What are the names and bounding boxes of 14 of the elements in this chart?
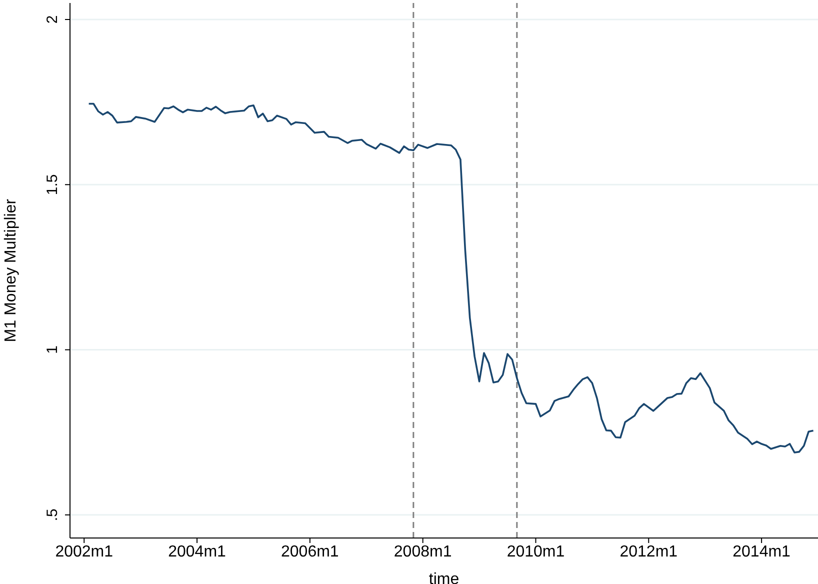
line-series bbox=[88, 102, 814, 454]
x-tick-label: 2008m1 bbox=[394, 543, 452, 560]
x-tick-label: 2010m1 bbox=[506, 543, 565, 560]
y-tick-label: 2 bbox=[44, 15, 61, 24]
y-tick-label: 1 bbox=[44, 346, 61, 354]
x-tick-label: 2006m1 bbox=[281, 543, 339, 560]
y-axis-title: M1 Money Multiplier bbox=[2, 198, 20, 342]
x-tick-label: 2002m1 bbox=[55, 543, 114, 560]
x-axis-title: time bbox=[428, 571, 460, 584]
y-tick-label: .5 bbox=[44, 508, 61, 522]
x-tick-label: 2004m1 bbox=[168, 543, 226, 560]
x-tick-label: 2012m1 bbox=[620, 543, 678, 560]
x-tick-label: 2014m1 bbox=[732, 543, 791, 560]
y-tick-label: 1.5 bbox=[44, 174, 61, 196]
